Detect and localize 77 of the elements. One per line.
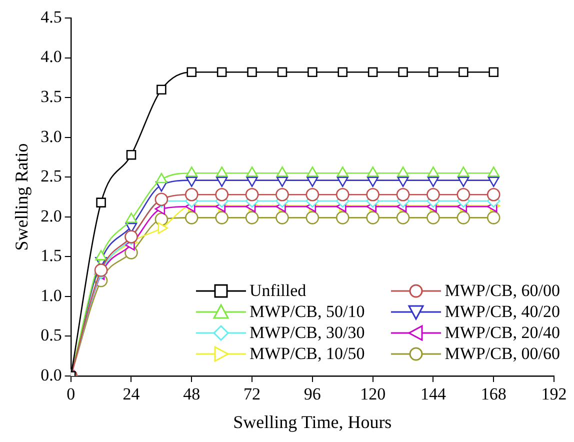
point — [215, 188, 228, 202]
legend-label: Unfilled — [250, 280, 306, 301]
point — [96, 198, 106, 208]
point — [368, 67, 378, 77]
point — [156, 84, 166, 94]
x-tick-label: 72 — [244, 384, 261, 404]
y-axis-title: Swelling Ratio — [12, 143, 32, 251]
point — [94, 264, 108, 277]
y-tick-label: 3.5 — [40, 87, 62, 106]
x-tick-label: 120 — [360, 384, 386, 404]
point — [186, 67, 197, 77]
point — [186, 176, 198, 187]
point — [306, 188, 320, 202]
point — [427, 176, 440, 187]
point — [126, 150, 136, 160]
point — [184, 188, 198, 202]
point — [338, 67, 348, 77]
point — [428, 67, 438, 77]
legend-label: MWP/CB, 10/50 — [250, 343, 365, 364]
point — [336, 211, 350, 224]
point — [276, 211, 289, 224]
point — [306, 211, 320, 224]
point — [366, 188, 380, 202]
legend-label: MWP/CB, 50/10 — [250, 301, 365, 322]
x-tick-label: 192 — [541, 384, 567, 404]
point — [184, 211, 198, 224]
point — [458, 176, 470, 187]
point — [456, 188, 470, 202]
point — [276, 176, 288, 187]
x-tick-label: 144 — [420, 384, 446, 404]
y-tick-label: 1.5 — [40, 246, 62, 266]
y-tick-label: 1.0 — [40, 286, 62, 305]
point — [308, 67, 318, 77]
point — [216, 67, 227, 77]
point — [486, 211, 500, 224]
legend-label: MWP/CB, 00/60 — [444, 343, 560, 364]
point — [246, 176, 258, 187]
point — [456, 211, 470, 224]
point — [336, 188, 350, 202]
point — [396, 188, 410, 202]
y-tick-label: 0.0 — [40, 365, 62, 384]
y-tick-label: 2.0 — [40, 206, 62, 226]
point — [366, 211, 380, 224]
x-axis-title: Swelling Time, Hours — [233, 412, 392, 432]
point — [276, 188, 289, 202]
y-tick-label: 4.0 — [40, 47, 62, 66]
y-tick-label: 4.5 — [40, 7, 62, 26]
point — [306, 176, 318, 187]
legend-label: MWP/CB, 40/20 — [444, 301, 560, 322]
point — [245, 188, 259, 202]
y-tick-label: 2.5 — [40, 166, 62, 186]
point — [216, 176, 228, 187]
x-tick-label: 0 — [66, 384, 76, 404]
point — [488, 67, 498, 77]
point — [215, 211, 228, 224]
point — [366, 176, 379, 187]
x-tick-label: 48 — [183, 384, 200, 404]
point — [397, 176, 409, 187]
legend-label: MWP/CB, 60/00 — [444, 280, 560, 301]
x-tick-label: 168 — [480, 384, 506, 404]
point — [398, 67, 408, 77]
y-tick-label: 0.5 — [40, 326, 62, 345]
legend-label: MWP/CB, 30/30 — [250, 322, 365, 343]
point — [336, 176, 348, 187]
point — [488, 176, 500, 187]
y-tick-label: 3.0 — [40, 126, 62, 146]
point — [458, 67, 468, 77]
point — [247, 67, 257, 77]
point — [486, 188, 500, 202]
point — [396, 211, 410, 224]
x-tick-label: 96 — [304, 384, 321, 404]
point — [277, 67, 288, 77]
point — [426, 188, 440, 202]
point — [426, 211, 440, 224]
point — [245, 211, 259, 224]
legend-label: MWP/CB, 20/40 — [444, 322, 560, 343]
x-tick-label: 24 — [122, 384, 140, 404]
